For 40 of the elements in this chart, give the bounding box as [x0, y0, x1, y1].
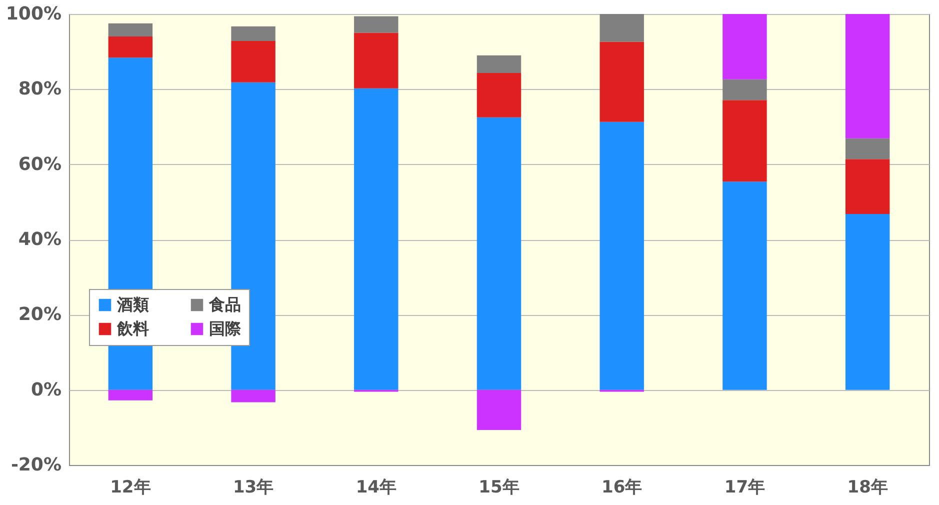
bar [231, 390, 276, 402]
y-tick-label: 20% [18, 304, 62, 326]
bar [722, 100, 767, 182]
bar [108, 390, 153, 400]
bar [476, 73, 522, 118]
y-tick-label: 80% [18, 78, 62, 100]
bar [476, 117, 522, 390]
bar [231, 41, 276, 82]
bar [108, 36, 153, 58]
y-tick-label: 40% [18, 229, 62, 250]
x-tick-label: 16年 [602, 478, 642, 498]
x-tick-label: 17年 [724, 478, 766, 498]
y-tick-label: 100% [6, 4, 62, 24]
y-tick-label: 0% [30, 379, 62, 400]
bar [845, 14, 890, 138]
bar [845, 138, 890, 160]
bar [845, 159, 890, 214]
legend-label: 飲料 [116, 319, 149, 338]
x-tick-label: 13年 [232, 478, 274, 498]
bar [476, 55, 522, 74]
bar [476, 390, 522, 430]
bar [354, 88, 398, 390]
legend-label: 国際 [209, 319, 242, 338]
x-tick-label: 15年 [478, 478, 520, 498]
bar [722, 182, 767, 390]
bar [722, 14, 767, 80]
x-tick-label: 14年 [356, 478, 396, 498]
bar [231, 26, 276, 42]
y-tick-label: -20% [10, 454, 62, 476]
legend-label: 食品 [208, 295, 241, 314]
bar [845, 214, 890, 390]
x-tick-label: 18年 [847, 478, 888, 498]
bar [722, 79, 767, 100]
y-tick-label: 60% [18, 154, 62, 175]
bar [354, 32, 398, 88]
bar [600, 122, 644, 390]
bar [600, 42, 644, 122]
bar [108, 23, 153, 37]
x-tick-label: 12年 [110, 478, 151, 498]
legend-label: 酒類 [116, 295, 149, 314]
